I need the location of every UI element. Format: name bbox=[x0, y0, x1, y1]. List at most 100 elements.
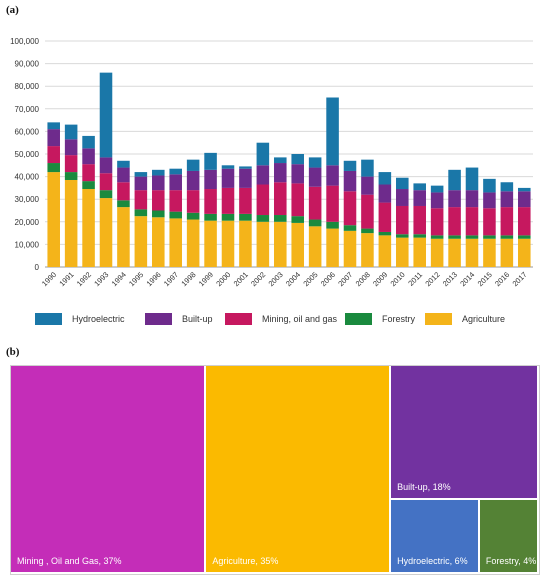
bar-segment-mining-oil-and-gas bbox=[186, 190, 200, 213]
bar-segment-mining-oil-and-gas bbox=[47, 146, 60, 164]
bar-segment-mining-oil-and-gas bbox=[134, 190, 148, 210]
x-tick-label: 1995 bbox=[127, 270, 145, 288]
y-tick-label: 100,000 bbox=[10, 37, 39, 46]
bar-segment-agriculture bbox=[64, 179, 78, 267]
x-tick-label: 2012 bbox=[423, 270, 441, 288]
bar-segment-agriculture bbox=[221, 220, 235, 267]
bar-segment-agriculture bbox=[465, 238, 479, 267]
treemap-label-mining: Mining , Oil and Gas, 37% bbox=[17, 556, 122, 566]
treemap-tile-hydroelectric: Hydroelectric, 6% bbox=[391, 499, 480, 574]
bar-segment-hydroelectric bbox=[465, 167, 479, 191]
x-tick-label: 1991 bbox=[57, 270, 75, 288]
bar-segment-forestry bbox=[204, 213, 217, 221]
bar-segment-built-up bbox=[47, 129, 60, 147]
bar-segment-forestry bbox=[361, 228, 374, 234]
bar-segment-built-up bbox=[152, 175, 165, 191]
bar-segment-mining-oil-and-gas bbox=[239, 187, 252, 214]
bar-segment-forestry bbox=[221, 213, 235, 221]
bar-segment-forestry bbox=[64, 172, 78, 180]
x-tick-label: 2001 bbox=[232, 270, 250, 288]
panel-label-a: (a) bbox=[6, 4, 19, 16]
bar-segment-built-up bbox=[64, 139, 78, 156]
legend-swatch-agriculture bbox=[425, 313, 452, 325]
bar-segment-built-up bbox=[291, 164, 304, 184]
bar-segment-hydroelectric bbox=[186, 159, 200, 171]
bar-segment-hydroelectric bbox=[518, 187, 531, 192]
bar-segment-built-up bbox=[326, 165, 339, 186]
bar-segment-agriculture bbox=[500, 238, 514, 267]
bar-segment-agriculture bbox=[343, 230, 357, 267]
bar-segment-forestry bbox=[82, 181, 95, 190]
bar-segment-built-up bbox=[465, 190, 479, 208]
legend-swatch-forestry bbox=[345, 313, 372, 325]
bar-segment-forestry bbox=[343, 225, 357, 231]
x-tick-label: 1999 bbox=[197, 270, 215, 288]
bar-segment-agriculture bbox=[274, 221, 287, 267]
bar-segment-hydroelectric bbox=[430, 185, 444, 193]
bar-segment-hydroelectric bbox=[221, 165, 235, 169]
bar-segment-mining-oil-and-gas bbox=[518, 207, 531, 236]
x-tick-label: 2017 bbox=[511, 270, 529, 288]
bar-segment-forestry bbox=[274, 215, 287, 222]
bar-segment-mining-oil-and-gas bbox=[308, 186, 322, 220]
x-tick-label: 2006 bbox=[319, 270, 337, 288]
bar-segment-mining-oil-and-gas bbox=[343, 191, 357, 226]
y-tick-label: 30,000 bbox=[15, 195, 40, 204]
bar-segment-forestry bbox=[117, 200, 130, 208]
bar-segment-forestry bbox=[256, 215, 270, 222]
stacked-bar-chart: 0 10,000 20,000 30,000 40,000 50,000 60,000 70,… bbox=[10, 37, 533, 288]
bar-segment-agriculture bbox=[518, 238, 531, 267]
bar-segment-agriculture bbox=[47, 172, 60, 267]
bar-segment-hydroelectric bbox=[134, 172, 148, 177]
bar-segment-forestry bbox=[430, 235, 444, 239]
bar-segment-hydroelectric bbox=[500, 182, 514, 192]
bar-segment-hydroelectric bbox=[378, 172, 392, 185]
y-tick-label: 90,000 bbox=[15, 60, 40, 69]
legend-label-mining: Mining, oil and gas bbox=[262, 314, 338, 324]
bar-segment-forestry bbox=[169, 211, 182, 219]
y-tick-label: 40,000 bbox=[15, 173, 40, 182]
treemap-tile-built-up: Built-up, 18% bbox=[391, 366, 539, 500]
bar-segment-agriculture bbox=[134, 216, 148, 267]
bar-segment-agriculture bbox=[430, 238, 444, 267]
legend-swatch-hydroelectric bbox=[35, 313, 62, 325]
bar-segment-forestry bbox=[308, 219, 322, 227]
bar-segment-agriculture bbox=[378, 235, 392, 267]
bar-segment-mining-oil-and-gas bbox=[378, 202, 392, 232]
legend-label-hydroelectric: Hydroelectric bbox=[72, 314, 125, 324]
chart-legend: Hydroelectric Built-up Mining, oil and g… bbox=[20, 311, 550, 329]
legend-item-agriculture: Agriculture bbox=[425, 311, 505, 327]
bar-segment-mining-oil-and-gas bbox=[500, 207, 514, 236]
bar-segment-mining-oil-and-gas bbox=[221, 187, 235, 214]
bar-segment-forestry bbox=[186, 212, 200, 220]
treemap-label-agriculture: Agriculture, 35% bbox=[212, 556, 279, 566]
bar-segment-hydroelectric bbox=[413, 183, 426, 191]
y-tick-label: 0 bbox=[35, 263, 40, 272]
legend-item-forestry: Forestry bbox=[345, 311, 415, 327]
bar-segment-hydroelectric bbox=[204, 152, 217, 170]
legend-item-mining: Mining, oil and gas bbox=[225, 311, 337, 327]
bar-segment-built-up bbox=[204, 169, 217, 190]
bar-segment-agriculture bbox=[326, 228, 339, 267]
bar-segment-hydroelectric bbox=[483, 178, 496, 193]
bar-segment-mining-oil-and-gas bbox=[99, 173, 113, 191]
bar-segment-hydroelectric bbox=[117, 160, 130, 168]
bar-segment-mining-oil-and-gas bbox=[465, 207, 479, 236]
bar-segment-forestry bbox=[239, 213, 252, 221]
bar-segment-agriculture bbox=[117, 207, 130, 267]
bar-segment-agriculture bbox=[169, 218, 182, 267]
bar-segment-forestry bbox=[291, 216, 304, 223]
bar-segment-forestry bbox=[413, 234, 426, 238]
bar-segment-built-up bbox=[518, 191, 531, 208]
bar-segment-hydroelectric bbox=[361, 159, 374, 177]
bar-segment-hydroelectric bbox=[169, 168, 182, 175]
bar-segment-mining-oil-and-gas bbox=[274, 182, 287, 216]
bar-segment-hydroelectric bbox=[396, 177, 409, 190]
bar-segment-hydroelectric bbox=[274, 157, 287, 164]
bar-segment-built-up bbox=[361, 176, 374, 195]
bar-segment-built-up bbox=[448, 190, 461, 208]
bar-segment-forestry bbox=[99, 190, 113, 199]
y-tick-label: 20,000 bbox=[15, 218, 40, 227]
x-tick-label: 2005 bbox=[301, 270, 319, 288]
x-tick-label: 2014 bbox=[458, 270, 476, 288]
